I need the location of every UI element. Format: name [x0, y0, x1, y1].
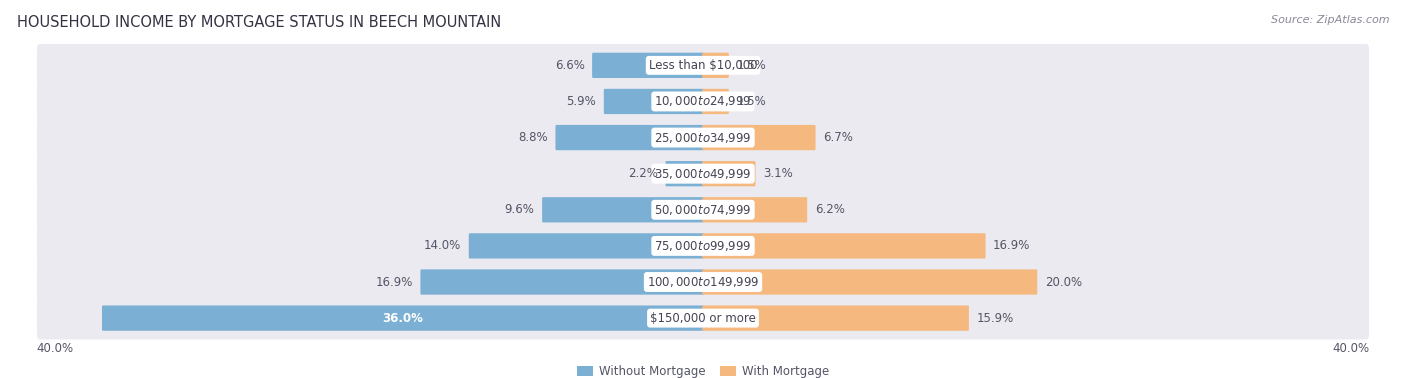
- FancyBboxPatch shape: [37, 80, 1369, 123]
- FancyBboxPatch shape: [702, 233, 986, 259]
- FancyBboxPatch shape: [702, 89, 728, 114]
- Text: $10,000 to $24,999: $10,000 to $24,999: [654, 94, 752, 108]
- FancyBboxPatch shape: [702, 53, 728, 78]
- Text: 1.5%: 1.5%: [737, 95, 766, 108]
- FancyBboxPatch shape: [37, 225, 1369, 267]
- FancyBboxPatch shape: [702, 197, 807, 222]
- FancyBboxPatch shape: [702, 270, 1038, 294]
- Text: 6.6%: 6.6%: [555, 59, 585, 72]
- Text: 6.7%: 6.7%: [823, 131, 853, 144]
- FancyBboxPatch shape: [702, 161, 755, 186]
- Text: 40.0%: 40.0%: [37, 342, 73, 355]
- Text: $75,000 to $99,999: $75,000 to $99,999: [654, 239, 752, 253]
- Text: $25,000 to $34,999: $25,000 to $34,999: [654, 130, 752, 144]
- Text: 5.9%: 5.9%: [567, 95, 596, 108]
- FancyBboxPatch shape: [37, 297, 1369, 339]
- FancyBboxPatch shape: [37, 152, 1369, 195]
- FancyBboxPatch shape: [555, 125, 704, 150]
- Text: HOUSEHOLD INCOME BY MORTGAGE STATUS IN BEECH MOUNTAIN: HOUSEHOLD INCOME BY MORTGAGE STATUS IN B…: [17, 15, 501, 30]
- FancyBboxPatch shape: [37, 44, 1369, 87]
- FancyBboxPatch shape: [37, 189, 1369, 231]
- Text: 8.8%: 8.8%: [519, 131, 548, 144]
- Text: 20.0%: 20.0%: [1045, 276, 1081, 288]
- Text: 3.1%: 3.1%: [763, 167, 793, 180]
- Text: $35,000 to $49,999: $35,000 to $49,999: [654, 167, 752, 181]
- Text: 6.2%: 6.2%: [814, 203, 845, 216]
- Legend: Without Mortgage, With Mortgage: Without Mortgage, With Mortgage: [576, 365, 830, 378]
- FancyBboxPatch shape: [543, 197, 704, 222]
- Text: 14.0%: 14.0%: [425, 239, 461, 253]
- FancyBboxPatch shape: [468, 233, 704, 259]
- FancyBboxPatch shape: [37, 261, 1369, 303]
- FancyBboxPatch shape: [603, 89, 704, 114]
- Text: $50,000 to $74,999: $50,000 to $74,999: [654, 203, 752, 217]
- FancyBboxPatch shape: [702, 125, 815, 150]
- Text: 36.0%: 36.0%: [382, 311, 423, 325]
- Text: Less than $10,000: Less than $10,000: [648, 59, 758, 72]
- Text: 15.9%: 15.9%: [976, 311, 1014, 325]
- FancyBboxPatch shape: [702, 305, 969, 331]
- Text: 2.2%: 2.2%: [628, 167, 658, 180]
- Text: 1.5%: 1.5%: [737, 59, 766, 72]
- Text: $100,000 to $149,999: $100,000 to $149,999: [647, 275, 759, 289]
- Text: 16.9%: 16.9%: [375, 276, 413, 288]
- FancyBboxPatch shape: [420, 270, 704, 294]
- Text: 40.0%: 40.0%: [1333, 342, 1369, 355]
- Text: $150,000 or more: $150,000 or more: [650, 311, 756, 325]
- Text: 16.9%: 16.9%: [993, 239, 1031, 253]
- FancyBboxPatch shape: [592, 53, 704, 78]
- Text: 9.6%: 9.6%: [505, 203, 534, 216]
- FancyBboxPatch shape: [103, 305, 704, 331]
- FancyBboxPatch shape: [665, 161, 704, 186]
- Text: Source: ZipAtlas.com: Source: ZipAtlas.com: [1271, 15, 1389, 25]
- FancyBboxPatch shape: [37, 116, 1369, 159]
